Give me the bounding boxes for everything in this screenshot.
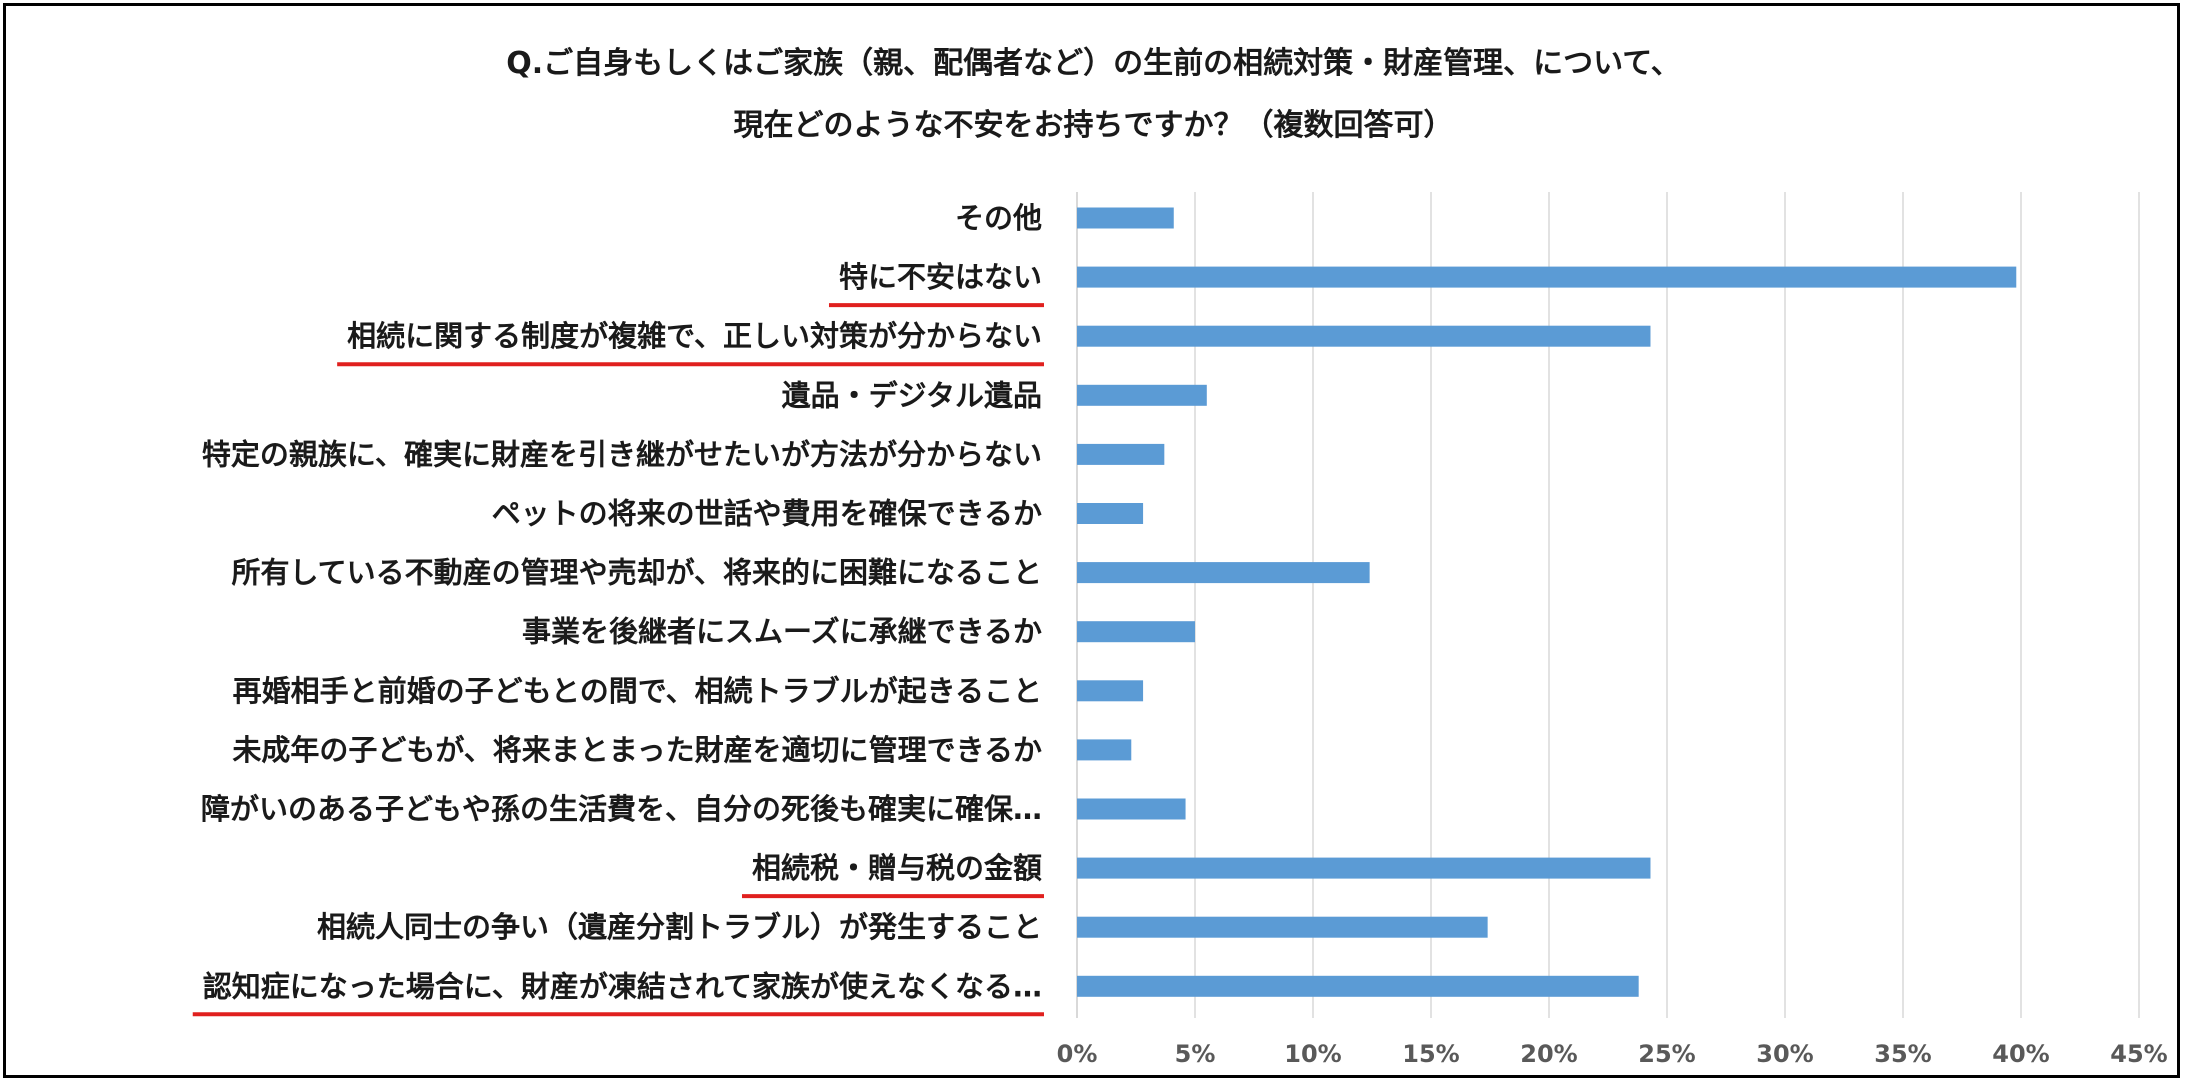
bar <box>1077 443 1165 465</box>
category-label: 相続に関する制度が複雑で、正しい対策が分からない <box>347 319 1042 353</box>
category-label: 未成年の子どもが、将来まとまった財産を適切に管理できるか <box>232 733 1042 767</box>
x-tick-label: 30% <box>1756 1040 1813 1068</box>
bar <box>1077 680 1144 702</box>
category-label: ペットの将来の世話や費用を確保できるか <box>492 497 1042 531</box>
category-label: 特に不安はない <box>839 260 1042 294</box>
bar <box>1077 857 1651 879</box>
category-label: 再婚相手と前婚の子どもとの間で、相続トラブルが起きること <box>233 674 1042 708</box>
x-tick-label: 0% <box>1057 1040 1098 1068</box>
category-label: 相続税・贈与税の金額 <box>752 851 1042 885</box>
bar <box>1077 325 1651 347</box>
category-label: 事業を後継者にスムーズに承継できるか <box>522 615 1042 649</box>
x-tick-label: 10% <box>1284 1040 1341 1068</box>
bar <box>1077 916 1488 938</box>
category-labels: その他特に不安はない相続に関する制度が複雑で、正しい対策が分からない遺品・デジタ… <box>192 201 1044 1017</box>
x-tick-label: 25% <box>1638 1040 1695 1068</box>
category-label: その他 <box>955 201 1042 235</box>
bar <box>1077 739 1132 761</box>
chart-title: Q.ご自身もしくはご家族（親、配偶者など）の生前の相続対策・財産管理、について、 <box>506 46 1681 81</box>
category-label: 認知症になった場合に、財産が凍結されて家族が使えなくなる… <box>203 969 1042 1003</box>
category-label: 特定の親族に、確実に財産を引き継がせたいが方法が分からない <box>202 437 1042 471</box>
x-tick-label: 35% <box>1874 1040 1931 1068</box>
bars <box>1077 207 2017 997</box>
category-label: 所有している不動産の管理や売却が、将来的に困難になること <box>231 556 1042 590</box>
category-label: 遺品・デジタル遺品 <box>782 378 1042 412</box>
x-tick-label: 5% <box>1175 1040 1216 1068</box>
bar <box>1077 621 1195 643</box>
category-label: 障がいのある子どもや孫の生活費を、自分の死後も確実に確保… <box>201 792 1042 826</box>
bar <box>1077 503 1144 524</box>
bar <box>1077 975 1639 997</box>
gridlines <box>1076 192 2140 1018</box>
category-label: 相続人同士の争い（遺産分割トラブル）が発生すること <box>317 910 1042 944</box>
x-tick-label: 15% <box>1402 1040 1459 1068</box>
x-tick-label: 20% <box>1520 1040 1577 1068</box>
bar <box>1077 266 2017 288</box>
bar <box>1077 562 1370 584</box>
bar <box>1077 384 1207 406</box>
x-tick-label: 40% <box>1992 1040 2049 1068</box>
bar <box>1077 207 1174 229</box>
chart-frame <box>3 3 2180 1078</box>
x-tick-label: 45% <box>2110 1040 2167 1068</box>
chart-subtitle: 現在どのような不安をお持ちですか？（複数回答可） <box>733 108 1454 143</box>
x-tick-labels: 0% 5% 10% 15% 20% 25% 30% 35% 40% 45% <box>1057 1040 2168 1068</box>
bar <box>1077 798 1186 820</box>
